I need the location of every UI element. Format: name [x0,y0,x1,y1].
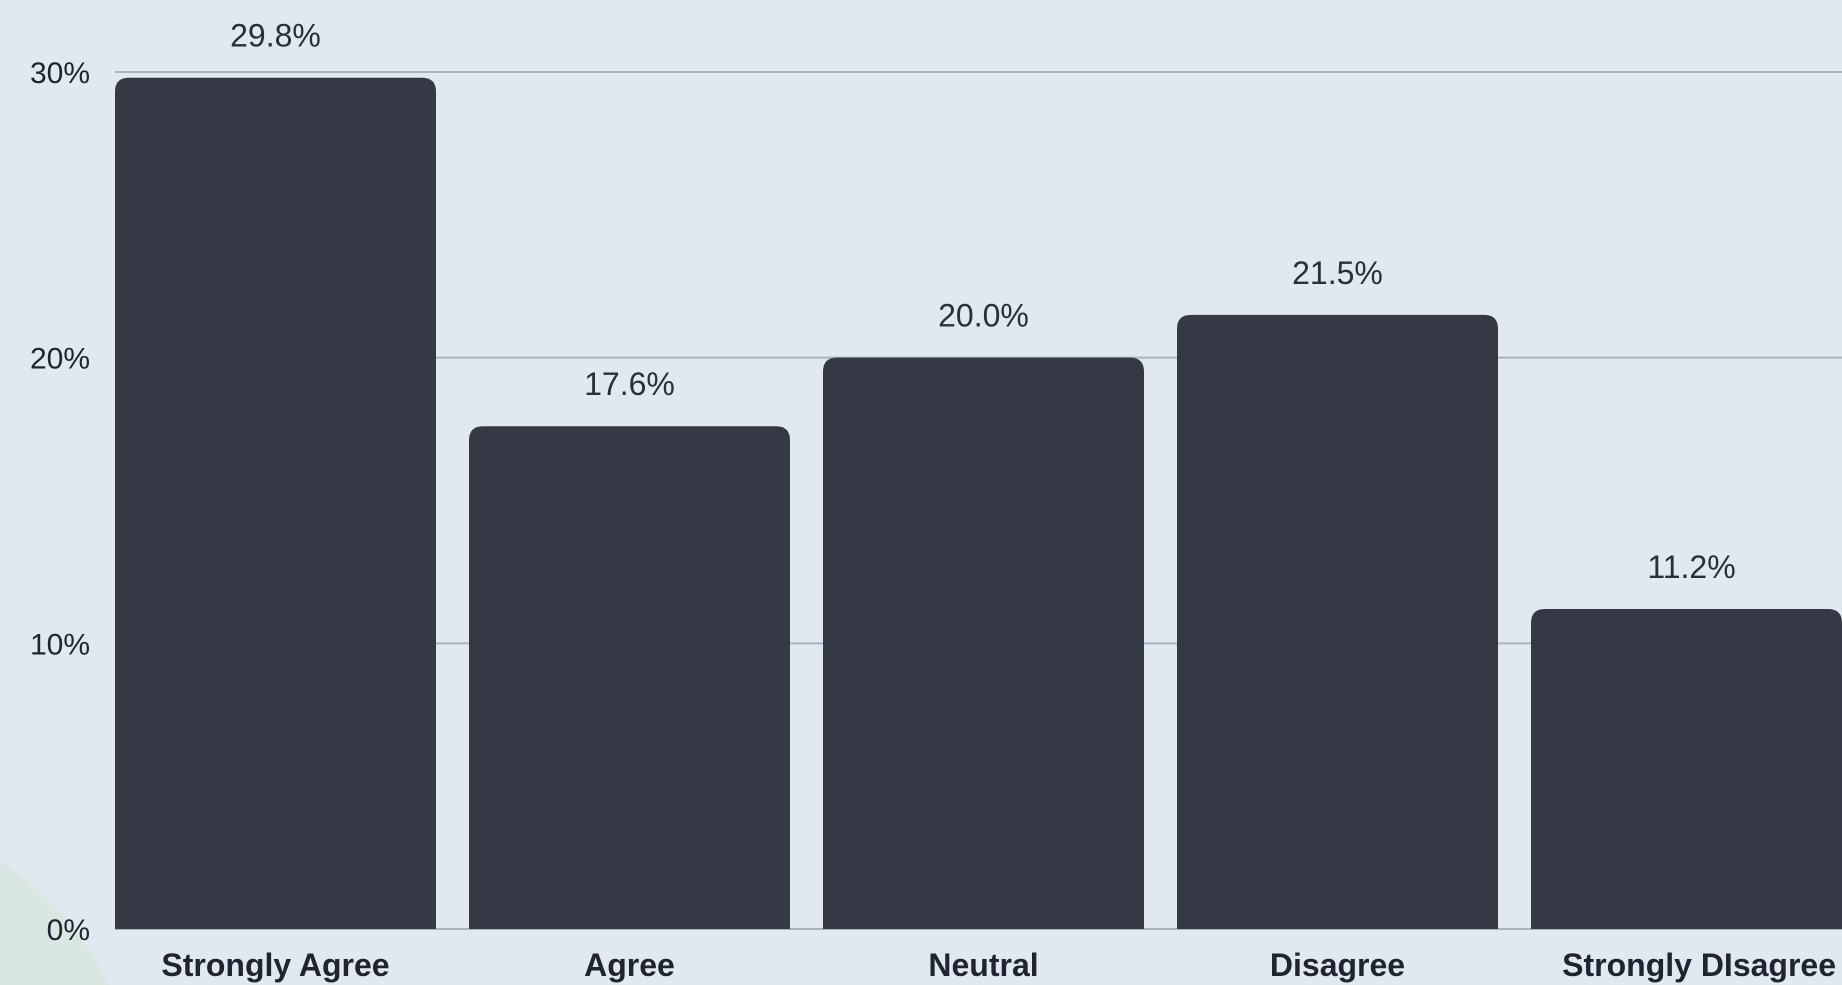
y-tick-label: 0% [47,914,90,947]
category-label: Disagree [1270,947,1405,983]
bar-neutral [823,357,1144,930]
bar-strongly-disagree [1531,609,1842,929]
category-label: Neutral [928,947,1038,983]
y-axis-tick-labels: 0% 10% 20% 30% [30,57,90,947]
data-label: 21.5% [1292,255,1383,291]
data-label: 29.8% [230,18,321,54]
bar-agree [469,426,790,929]
y-tick-label: 30% [30,57,90,90]
y-tick-label: 10% [30,628,90,661]
data-label: 11.2% [1647,549,1735,585]
data-labels: 29.8% 17.6% 20.0% 21.5% 11.2% [230,18,1736,585]
data-label: 20.0% [938,298,1029,334]
category-label: Strongly DIsagree [1562,947,1836,983]
data-label: 17.6% [584,366,675,402]
x-axis-category-labels: Strongly Agree Agree Neutral Disagree Strong… [161,947,1836,983]
bar-disagree [1177,314,1498,930]
background-corner-tint [0,860,110,985]
bars [115,77,1842,930]
category-label: Agree [584,947,675,983]
bar-strongly-agree [115,77,436,930]
y-tick-label: 20% [30,343,90,376]
category-label: Strongly Agree [161,947,389,983]
